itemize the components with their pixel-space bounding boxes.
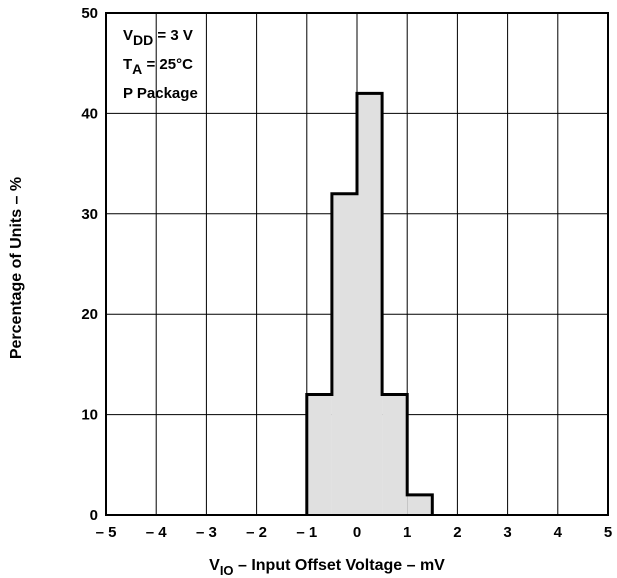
y-tick-label: 10: [81, 407, 98, 424]
y-tick-label: 0: [90, 507, 98, 524]
x-tick-label: 4: [554, 524, 563, 541]
y-tick-label: 50: [81, 5, 98, 22]
x-axis-label: VIO – Input Offset Voltage – mV: [209, 557, 445, 578]
y-axis-label: Percentage of Units – %: [8, 177, 25, 359]
plot-frame: [105, 12, 609, 516]
x-tick-label: 0: [353, 524, 361, 541]
bar-3: [382, 394, 408, 515]
x-axis-label-rest: – Input Offset Voltage – mV: [234, 557, 446, 574]
y-tick-label: 30: [81, 206, 98, 223]
y-tick-label: 20: [81, 306, 98, 323]
annotation-package: P Package: [123, 85, 198, 102]
annotation-ta: TA = 25°C: [123, 56, 193, 77]
x-tick-label: 3: [503, 524, 511, 541]
x-tick-label: – 1: [296, 524, 317, 541]
x-tick-label: – 5: [96, 524, 117, 541]
bar-4: [407, 494, 433, 515]
x-tick-label: 2: [453, 524, 461, 541]
histogram-outline: [305, 91, 434, 515]
y-tick-labels: 0 10 20 30 40 50: [81, 5, 98, 524]
x-tick-labels: – 5 – 4 – 3 – 2 – 1 0 1 2 3 4 5: [96, 524, 613, 541]
x-tick-label: 1: [403, 524, 411, 541]
x-tick-label: – 2: [246, 524, 267, 541]
histogram-bars: [305, 91, 434, 515]
bar-1: [331, 193, 357, 515]
x-tick-label: – 4: [146, 524, 168, 541]
y-tick-label: 40: [81, 105, 98, 122]
annotation-vdd: VDD = 3 V: [123, 27, 193, 48]
x-axis-label-main: V: [209, 557, 220, 574]
x-tick-label: – 3: [196, 524, 217, 541]
bar-2: [357, 93, 383, 515]
bar-0: [306, 394, 332, 515]
x-axis-label-sub: IO: [220, 563, 234, 578]
x-tick-label: 5: [604, 524, 612, 541]
annotation-block: VDD = 3 V TA = 25°C P Package: [123, 27, 198, 102]
